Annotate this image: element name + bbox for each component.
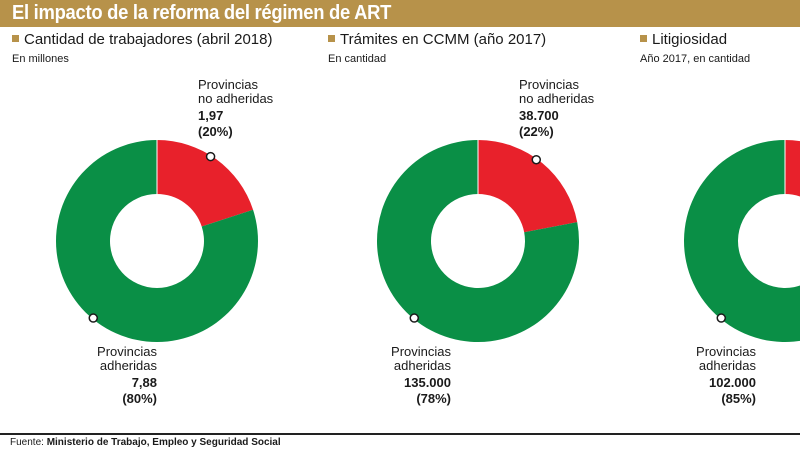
chart-panel-procedures: Trámites en CCMM (año 2017) En cantidad [328, 30, 628, 430]
slice-non-adherent [785, 140, 800, 197]
slice-label-adherent: Provincias adheridas 102.000 (85%) [636, 345, 756, 406]
data-label-value: 102.000 [709, 375, 756, 390]
slice-adherent [377, 140, 579, 342]
header-banner: El impacto de la reforma del régimen de … [0, 0, 800, 27]
footer-divider [0, 433, 800, 435]
data-label-percent: (22%) [519, 124, 554, 139]
page-title: El impacto de la reforma del régimen de … [12, 2, 392, 24]
bullet-icon [640, 35, 647, 42]
chart-subtitle: Año 2017, en cantidad [640, 53, 751, 65]
footer-source: Fuente: Ministerio de Trabajo, Empleo y … [10, 437, 281, 448]
chart-panel-litigation: Litigiosidad Año 2017, en cantidad [640, 30, 800, 430]
chart-title: Trámites en CCMM (año 2017) [328, 30, 546, 50]
data-label-value: 135.000 [404, 375, 451, 390]
bullet-icon [328, 35, 335, 42]
leader-dot-adherent [716, 313, 727, 323]
chart-panel-workers: Cantidad de trabajadores (abril 2018) En… [12, 30, 312, 430]
chart-title: Litigiosidad [640, 30, 727, 50]
donut-chart-procedures [377, 140, 579, 342]
data-label-percent: (78%) [416, 391, 451, 406]
donut-chart-workers [55, 140, 258, 342]
bullet-icon [12, 35, 19, 42]
data-label-value: 38.700 [519, 108, 559, 123]
data-label-percent: (20%) [198, 124, 233, 139]
leader-dot-non-adherent [531, 154, 542, 165]
chart-subtitle: En cantidad [328, 53, 387, 65]
slice-adherent [684, 140, 800, 342]
leader-dot-non-adherent [205, 151, 216, 162]
chart-title: Cantidad de trabajadores (abril 2018) [12, 30, 273, 50]
data-label-value: 1,97 [198, 108, 224, 123]
slice-adherent [55, 140, 258, 342]
slice-label-adherent: Provincias adheridas 7,88 (80%) [37, 345, 157, 406]
slice-label-non-adherent: Provincias no adheridas 38.700 (22%) [519, 78, 639, 139]
leader-dot-adherent [409, 313, 420, 323]
chart-clip [684, 140, 800, 342]
chart-subtitle: En millones [12, 53, 69, 65]
slice-non-adherent [478, 140, 578, 233]
slice-label-adherent: Provincias adheridas 135.000 (78%) [331, 345, 451, 406]
slice-non-adherent [157, 140, 254, 227]
donut-chart-litigation [684, 140, 800, 342]
data-label-value: 7,88 [131, 375, 157, 390]
data-label-percent: (85%) [721, 391, 756, 406]
slice-label-non-adherent: Provincias no adheridas 1,97 (20%) [198, 78, 318, 139]
data-label-percent: (80%) [122, 391, 157, 406]
leader-dot-adherent [88, 313, 99, 323]
